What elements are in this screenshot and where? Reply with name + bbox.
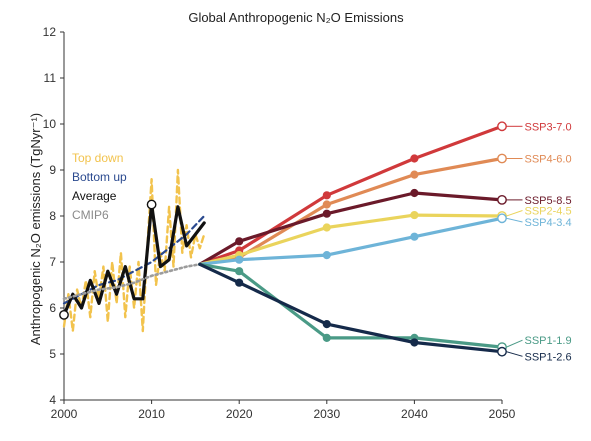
label-connector — [506, 217, 523, 223]
chart-title: Global Anthropogenic N₂O Emissions — [188, 10, 404, 25]
point-ssp4-3-4 — [322, 251, 331, 260]
point-average — [59, 309, 69, 320]
label-ssp2-4-5: SSP2-4.5 — [525, 205, 572, 217]
label-ssp4-3-4: SSP4-3.4 — [525, 217, 572, 229]
point-ssp4-3-4 — [410, 232, 419, 241]
series-ssp1-1-9-line — [198, 262, 504, 349]
point-ssp5-8-5 — [410, 188, 419, 198]
point-ssp1-2-6 — [410, 338, 419, 347]
point-ssp1-2-6 — [235, 278, 244, 287]
x-tick-label: 2030 — [313, 407, 340, 421]
point-ssp1-1-9 — [322, 333, 331, 342]
series-cmip6-line — [62, 262, 202, 301]
y-tick-label: 4 — [49, 393, 56, 407]
y-tick-label: 12 — [43, 25, 57, 39]
point-ssp3-7-0 — [497, 121, 507, 132]
point-ssp4-6-0 — [410, 170, 419, 179]
point-ssp4-6-0 — [322, 200, 331, 209]
point-ssp2-4-5 — [410, 210, 419, 220]
y-tick-label: 7 — [49, 255, 56, 269]
legend: Top down Bottom up Average CMIP6 — [72, 151, 127, 222]
historical-series — [59, 168, 206, 333]
series-average-line — [62, 202, 206, 317]
y-tick-label: 11 — [44, 71, 57, 85]
point-ssp1-1-9 — [235, 267, 244, 276]
point-ssp3-7-0 — [410, 154, 419, 163]
label-ssp3-7-0: SSP3-7.0 — [525, 121, 572, 133]
axes: 4 5 6 7 8 9 10 11 12 2000 2010 2020 2030 2040 2050 — [43, 25, 516, 421]
point-ssp1-2-6 — [497, 346, 507, 357]
x-tick-label: 2000 — [51, 407, 78, 421]
scenario-series — [198, 121, 507, 357]
point-ssp1-2-6 — [322, 320, 331, 329]
y-tick-label: 8 — [49, 209, 56, 223]
point-ssp4-6-0 — [497, 153, 507, 164]
y-tick-label: 10 — [43, 117, 57, 131]
y-tick-label: 6 — [49, 301, 56, 315]
label-connector — [506, 210, 523, 217]
point-ssp2-4-5 — [322, 223, 331, 232]
point-ssp5-8-5 — [235, 237, 244, 246]
label-ssp1-1-9: SSP1-1.9 — [525, 335, 572, 347]
legend-item-top-down: Top down — [72, 151, 123, 165]
x-tick-label: 2050 — [489, 407, 516, 421]
point-ssp5-8-5 — [497, 194, 507, 205]
label-ssp1-2-6: SSP1-2.6 — [525, 351, 572, 363]
y-tick-label: 5 — [49, 347, 56, 361]
y-axis-label: Anthropogenic N₂O emissions (TgNyr⁻¹) — [28, 113, 43, 345]
point-ssp5-8-5 — [322, 209, 331, 218]
label-connector — [506, 351, 523, 357]
point-ssp4-3-4 — [497, 213, 507, 224]
point-average — [146, 199, 157, 210]
legend-item-average: Average — [72, 189, 117, 203]
y-tick-label: 9 — [49, 163, 56, 177]
point-ssp4-3-4 — [235, 255, 244, 264]
legend-item-bottom-up: Bottom up — [72, 170, 127, 184]
label-ssp4-6-0: SSP4-6.0 — [525, 154, 572, 166]
scenario-labels: SSP3-7.0 SSP4-6.0 SSP5-8.5SSP2-4.5SSP4-3.4… — [506, 121, 572, 363]
label-connector — [506, 339, 523, 348]
x-tick-label: 2010 — [138, 407, 165, 421]
point-ssp3-7-0 — [322, 191, 331, 200]
x-tick-label: 2020 — [226, 407, 253, 421]
legend-item-cmip6: CMIP6 — [72, 208, 109, 222]
label-ssp5-8-5: SSP5-8.5 — [525, 195, 572, 207]
x-tick-label: 2040 — [401, 407, 428, 421]
